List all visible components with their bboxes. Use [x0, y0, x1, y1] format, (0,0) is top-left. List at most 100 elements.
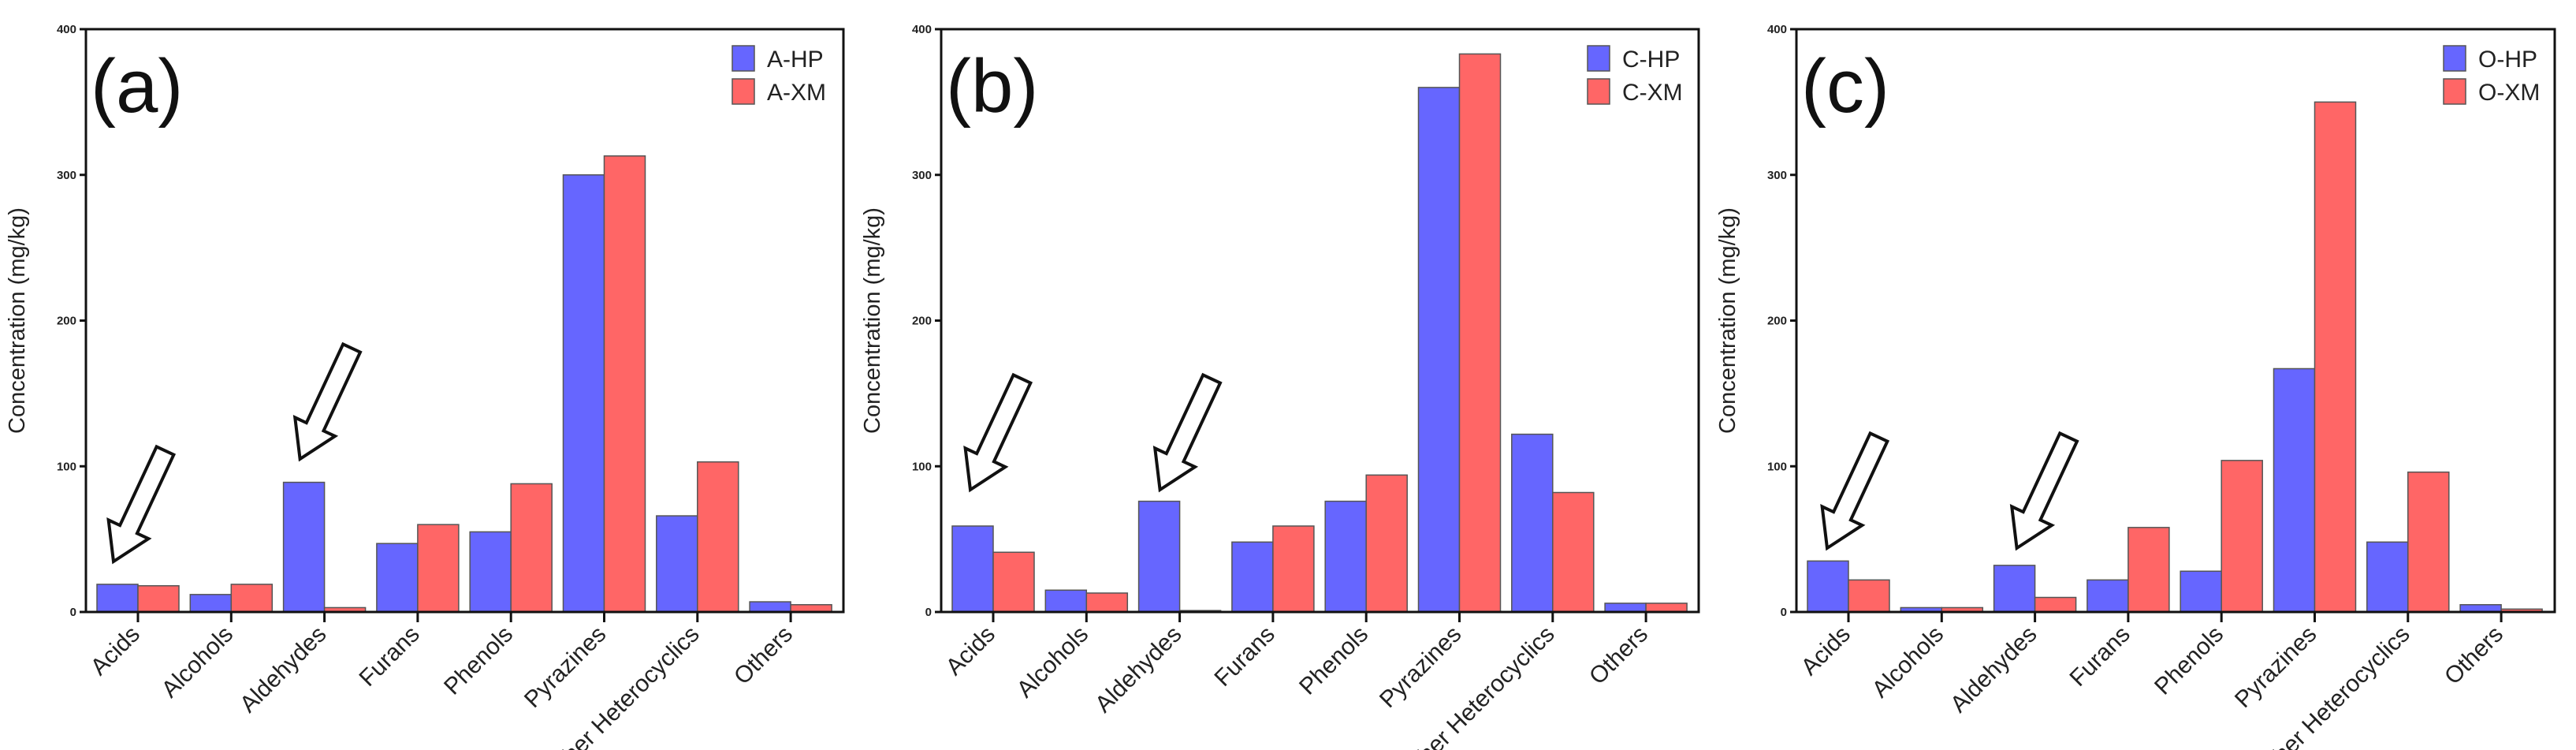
legend-swatch-a-xm [731, 78, 755, 105]
x-tick-label: Acids [86, 621, 145, 681]
y-tick-label: 0 [925, 606, 932, 619]
legend-label: A-XM [767, 80, 826, 106]
x-tick-label: Phenols [1294, 621, 1373, 700]
legend-swatch-o-xm [2443, 78, 2466, 105]
y-tick-label: 100 [57, 460, 76, 473]
y-tick-label: 400 [57, 23, 76, 36]
legend-label: C-XM [1622, 80, 1683, 106]
bar-a-hp-pyrazines [562, 174, 605, 613]
legend-label: O-XM [2478, 80, 2540, 106]
bar-a-hp-phenols [469, 531, 512, 613]
y-tick-label: 300 [57, 169, 76, 182]
x-tick-label: Furans [1209, 621, 1279, 692]
bar-c-xm-alcohols [1085, 592, 1129, 613]
legend-label: O-HP [2478, 47, 2537, 73]
y-axis-label: Concentration (mg/kg) [860, 207, 885, 434]
bar-a-xm-alcohols [230, 584, 274, 613]
x-tick-label: Others [2440, 621, 2508, 690]
bar-a-xm-acids [137, 584, 180, 613]
arrow-annotation-acids [106, 444, 177, 565]
x-tick-label: Furans [2064, 621, 2135, 692]
x-tick-label: Alcohols [157, 621, 239, 703]
legend-label: C-HP [1622, 47, 1680, 73]
bar-a-hp-alcohols [189, 594, 233, 613]
bar-a-hp-other-heterocyclics [656, 515, 698, 613]
arrow-annotation-aldehydes [1152, 372, 1223, 493]
bar-o-xm-other-heterocyclics [2407, 471, 2450, 613]
panel-label: (c) [1801, 44, 1889, 129]
legend-swatch-a-hp [731, 45, 755, 72]
x-tick-label: Alcohols [1012, 621, 1094, 703]
arrow-annotation-aldehydes [2009, 431, 2079, 551]
bar-c-hp-acids [951, 525, 994, 613]
bar-a-xm-other-heterocyclics [697, 461, 739, 613]
bar-c-hp-other-heterocyclics [1511, 433, 1554, 613]
bar-o-hp-furans [2086, 579, 2129, 613]
bar-o-hp-pyrazines [2273, 368, 2316, 613]
x-tick-label: Aldehydes [1945, 621, 2042, 718]
bar-a-hp-acids [96, 584, 139, 613]
x-tick-label: Alcohols [1867, 621, 1949, 703]
y-tick-label: 400 [912, 23, 932, 36]
legend-swatch-o-hp [2443, 45, 2466, 72]
bar-c-hp-pyrazines [1417, 87, 1461, 613]
y-tick-label: 200 [1767, 315, 1787, 328]
bar-c-hp-aldehydes [1137, 500, 1181, 613]
x-tick-label: Aldehydes [1090, 621, 1186, 718]
x-tick-label: Furans [354, 621, 424, 692]
bar-o-xm-aldehydes [2034, 596, 2077, 613]
y-tick-label: 200 [912, 315, 932, 328]
bar-o-xm-phenols [2220, 460, 2263, 613]
y-axis-label: Concentration (mg/kg) [5, 207, 30, 434]
x-tick-label: Acids [1796, 621, 1856, 681]
bar-o-hp-aldehydes [1993, 565, 2036, 613]
bar-a-xm-phenols [510, 483, 553, 613]
bar-c-xm-other-heterocyclics [1552, 491, 1595, 613]
x-tick-label: Phenols [439, 621, 518, 700]
x-tick-label: Pyrazines [1375, 621, 1466, 713]
bar-c-xm-others [1645, 603, 1688, 613]
arrow-annotation-aldehydes [292, 341, 363, 462]
x-tick-label: Others [729, 621, 798, 690]
y-tick-label: 0 [1781, 606, 1787, 619]
legend-label: A-HP [767, 47, 824, 73]
bar-o-hp-other-heterocyclics [2366, 541, 2409, 613]
y-tick-label: 100 [912, 460, 932, 473]
bar-a-xm-furans [417, 524, 460, 613]
y-axis-label: Concentration (mg/kg) [1715, 207, 1740, 434]
arrow-annotation-acids [963, 372, 1033, 493]
y-tick-label: 300 [912, 169, 932, 182]
bar-c-hp-others [1604, 603, 1647, 613]
arrow-annotation-acids [1820, 431, 1890, 551]
legend: A-HP A-XM [731, 45, 826, 106]
y-tick-label: 0 [70, 606, 76, 619]
x-tick-label: Others [1584, 621, 1653, 690]
bar-c-hp-alcohols [1044, 589, 1088, 613]
y-tick-label: 100 [1767, 460, 1787, 473]
bar-c-xm-phenols [1365, 474, 1408, 613]
x-tick-label: Aldehydes [235, 621, 331, 718]
legend: C-HP C-XM [1587, 45, 1683, 106]
bar-c-xm-acids [992, 551, 1035, 613]
bar-a-xm-pyrazines [603, 155, 646, 613]
legend-swatch-c-hp [1587, 45, 1610, 72]
bar-c-hp-phenols [1324, 500, 1367, 613]
x-tick-label: Pyrazines [2230, 621, 2321, 713]
x-tick-label: Acids [941, 621, 1000, 681]
y-tick-label: 300 [1767, 169, 1787, 182]
legend-swatch-c-xm [1587, 78, 1610, 105]
legend: O-HP O-XM [2443, 45, 2540, 106]
x-tick-label: Phenols [2150, 621, 2228, 700]
bar-c-xm-pyrazines [1458, 53, 1502, 613]
bar-o-hp-phenols [2180, 570, 2222, 613]
bar-a-hp-furans [376, 543, 419, 613]
y-tick-label: 400 [1767, 23, 1787, 36]
bar-o-xm-furans [2127, 527, 2170, 613]
bar-a-hp-aldehydes [282, 481, 326, 613]
bar-o-xm-pyrazines [2314, 101, 2357, 613]
